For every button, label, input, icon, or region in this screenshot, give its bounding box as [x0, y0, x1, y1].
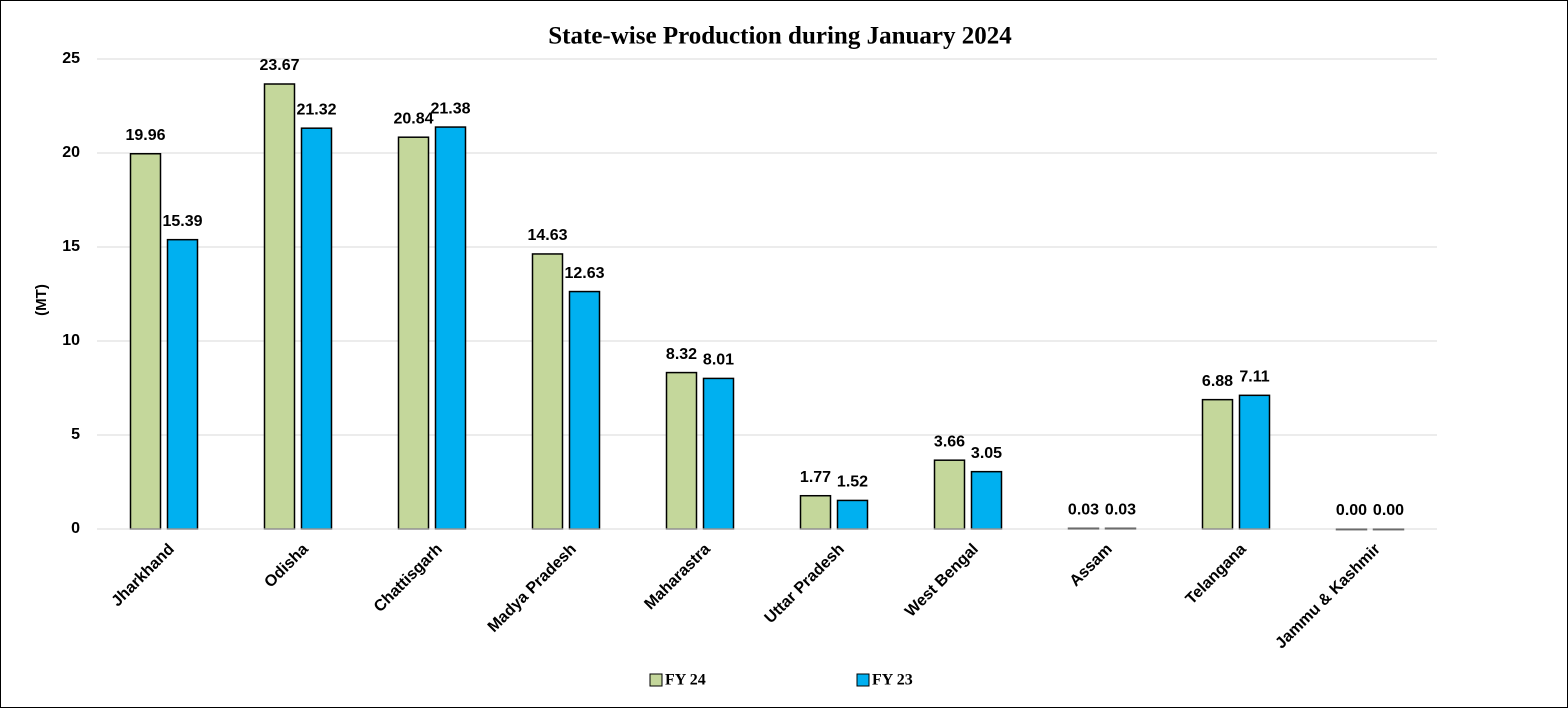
- chart-title: State-wise Production during January 202…: [548, 23, 1012, 50]
- y-tick-label: 0: [71, 520, 80, 537]
- data-label: 3.66: [934, 433, 965, 450]
- data-label: 0.00: [1336, 502, 1367, 519]
- data-label: 19.96: [125, 127, 165, 144]
- bar: [568, 290, 601, 530]
- bar: [531, 253, 564, 530]
- data-label: 8.32: [666, 346, 697, 363]
- bar: [1201, 398, 1234, 530]
- data-label: 6.88: [1202, 373, 1233, 390]
- data-label: 23.67: [259, 57, 299, 74]
- data-label: 1.77: [800, 469, 831, 486]
- data-label: 12.63: [564, 265, 604, 282]
- data-label: 8.01: [703, 352, 734, 369]
- y-tick-label: 25: [62, 50, 80, 67]
- bar: [970, 470, 1003, 530]
- y-tick-label: 20: [62, 144, 80, 161]
- data-label: 7.11: [1239, 369, 1269, 386]
- bar: [434, 126, 467, 530]
- data-label: 0.00: [1373, 502, 1404, 519]
- bar: [665, 371, 698, 530]
- data-label: 14.63: [527, 227, 567, 244]
- y-tick-label: 10: [62, 332, 80, 349]
- bar: [836, 499, 869, 530]
- bar: [129, 153, 162, 530]
- bar: [933, 459, 966, 530]
- y-axis-label: (MT): [33, 284, 50, 316]
- legend-label: FY 24: [665, 672, 706, 689]
- data-label: 21.32: [296, 101, 336, 118]
- data-label: 3.05: [971, 445, 1002, 462]
- data-label: 1.52: [837, 474, 868, 491]
- bar: [397, 136, 430, 530]
- bar: [166, 238, 199, 530]
- legend-swatch: [856, 673, 870, 687]
- bar: [702, 377, 735, 530]
- data-label: 0.03: [1105, 502, 1136, 519]
- legend-swatch: [649, 673, 663, 687]
- data-label: 20.84: [393, 110, 433, 127]
- data-label: 15.39: [162, 213, 202, 230]
- legend-label: FY 23: [872, 672, 913, 689]
- data-label: 0.03: [1068, 502, 1099, 519]
- bar: [1238, 394, 1271, 530]
- bar: [300, 127, 333, 530]
- y-tick-label: 15: [62, 238, 80, 255]
- data-label: 21.38: [430, 100, 470, 117]
- bar: [799, 494, 832, 530]
- bar: [263, 83, 296, 530]
- y-tick-label: 5: [71, 426, 80, 443]
